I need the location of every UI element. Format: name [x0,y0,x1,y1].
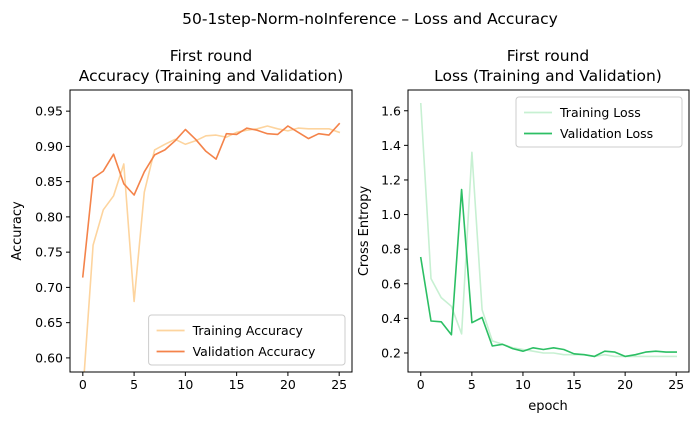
loss-x-tick-label: 10 [515,377,531,392]
loss-x-tick-label: 25 [668,377,684,392]
loss-subplot: First round Loss (Training and Validatio… [357,47,690,414]
accuracy-y-tick-label: 0.85 [35,174,63,189]
series-line-training-accuracy [83,125,341,372]
loss-x-tick-label: 5 [468,377,476,392]
loss-title-line2: Loss (Training and Validation) [434,67,662,85]
loss-series-layer [419,102,678,358]
loss-legend-frame [515,96,683,148]
loss-axis-layer: 0 5 10 15 20 25 0.2 0.4 0.6 0.8 1.0 1.2 1.4 1.6 [381,89,690,392]
accuracy-x-tick-label: 0 [79,377,87,392]
legend-label-validation-loss: Validation Loss [560,126,653,141]
accuracy-legend-frame [148,314,346,366]
accuracy-subplot: First round Accuracy (Training and Valid… [10,47,353,392]
loss-y-axis-label: Cross Entropy [357,186,372,277]
accuracy-y-tick-label: 0.80 [35,209,63,224]
accuracy-title-line2: Accuracy (Training and Validation) [79,67,344,85]
accuracy-y-tick-label: 0.70 [35,280,63,295]
accuracy-axis-layer: 0 5 10 15 20 25 0.60 0.65 0.70 0.75 0.80 0.85 0.90 0.… [35,89,353,392]
series-line-validation-loss [419,188,678,358]
loss-y-tick-label: 0.2 [381,345,401,360]
loss-x-tick-label: 0 [417,377,425,392]
loss-y-tick-label: 1.0 [381,207,401,222]
accuracy-x-tick-label: 10 [177,377,193,392]
series-line-training-loss [419,102,678,358]
loss-y-tick-label: 0.6 [381,276,401,291]
accuracy-x-tick-label: 15 [229,377,245,392]
accuracy-legend: Training Accuracy Validation Accuracy [148,314,346,366]
accuracy-x-tick-label: 5 [130,377,138,392]
accuracy-y-tick-label: 0.60 [35,350,63,365]
accuracy-series-layer [81,122,341,372]
loss-x-tick-label: 20 [617,377,633,392]
accuracy-x-tick-label: 25 [331,377,347,392]
loss-y-tick-label: 0.8 [381,242,401,257]
accuracy-axes-frame [69,89,353,373]
loss-y-tick-label: 1.6 [381,103,401,118]
accuracy-y-tick-label: 0.95 [35,104,63,119]
accuracy-y-tick-label: 0.75 [35,245,63,260]
series-line-validation-accuracy [81,122,341,278]
loss-axes-frame [407,89,690,373]
accuracy-title-line1: First round [170,47,253,65]
accuracy-y-tick-label: 0.90 [35,139,63,154]
loss-title-line1: First round [507,47,590,65]
figure-suptitle: 50-1step-Norm-noInference – Loss and Acc… [182,10,558,28]
accuracy-y-axis-label: Accuracy [10,201,25,261]
legend-label-training-loss: Training Loss [559,105,641,120]
loss-y-tick-label: 0.4 [381,311,401,326]
legend-label-training-accuracy: Training Accuracy [192,323,304,338]
legend-label-validation-accuracy: Validation Accuracy [193,344,316,359]
loss-y-tick-label: 1.2 [381,172,401,187]
loss-legend: Training Loss Validation Loss [515,96,683,148]
loss-x-tick-label: 15 [566,377,582,392]
accuracy-y-tick-label: 0.65 [35,315,63,330]
loss-y-tick-label: 1.4 [381,138,401,153]
loss-x-axis-label: epoch [528,399,568,414]
accuracy-x-tick-label: 20 [280,377,296,392]
